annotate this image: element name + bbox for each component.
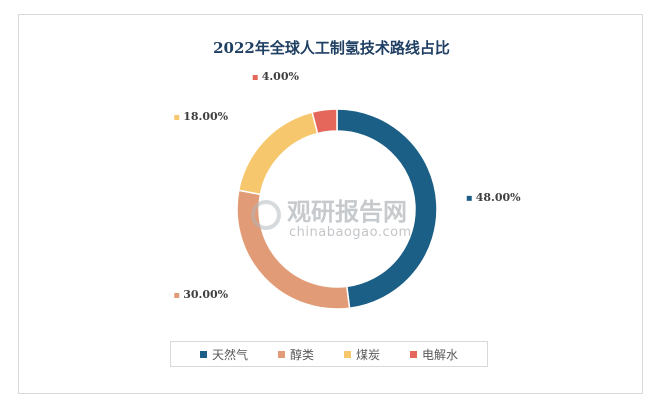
donut-slice-0 — [336, 108, 438, 310]
watermark-main: 观研报告网 — [287, 198, 407, 226]
donut-slice-2 — [237, 111, 319, 196]
legend-label: 醇类 — [289, 347, 314, 362]
legend-item: 煤炭 — [343, 346, 380, 363]
data-label-2: 18.00% — [183, 110, 228, 123]
legend-swatch — [343, 350, 351, 358]
data-label-marker-1 — [174, 292, 180, 298]
chart-legend: 天然气 醇类 煤炭 电解水 — [170, 341, 488, 367]
data-label-0: 48.00% — [476, 191, 521, 204]
legend-item: 醇类 — [277, 346, 314, 363]
watermark-logo-icon — [251, 200, 281, 230]
data-label-marker-0 — [466, 195, 472, 201]
legend-label: 电解水 — [421, 347, 458, 362]
chart-frame: 2022年全球人工制氢技术路线占比 48.00% 30.00% 18.00% 4.00… — [18, 14, 643, 394]
watermark-sub: chinabaogao.com — [289, 225, 412, 240]
legend-swatch — [277, 350, 285, 358]
donut-chart: 48.00% 30.00% 18.00% 4.00% 观研报告网 chinabaoga… — [174, 70, 521, 310]
data-label-3: 4.00% — [262, 70, 300, 83]
donut-slice-3 — [311, 108, 338, 135]
legend-label: 天然气 — [211, 347, 248, 362]
data-label-marker-3 — [252, 75, 258, 81]
watermark: 观研报告网 chinabaogao.com — [251, 198, 412, 240]
legend-swatch — [409, 350, 417, 358]
legend-item: 天然气 — [199, 346, 248, 363]
data-label-1: 30.00% — [183, 288, 228, 301]
data-label-marker-2 — [174, 115, 180, 121]
legend-label: 煤炭 — [355, 347, 380, 362]
legend-swatch — [199, 350, 207, 358]
chart-title: 2022年全球人工制氢技术路线占比 — [213, 39, 450, 57]
legend-item: 电解水 — [409, 346, 458, 363]
